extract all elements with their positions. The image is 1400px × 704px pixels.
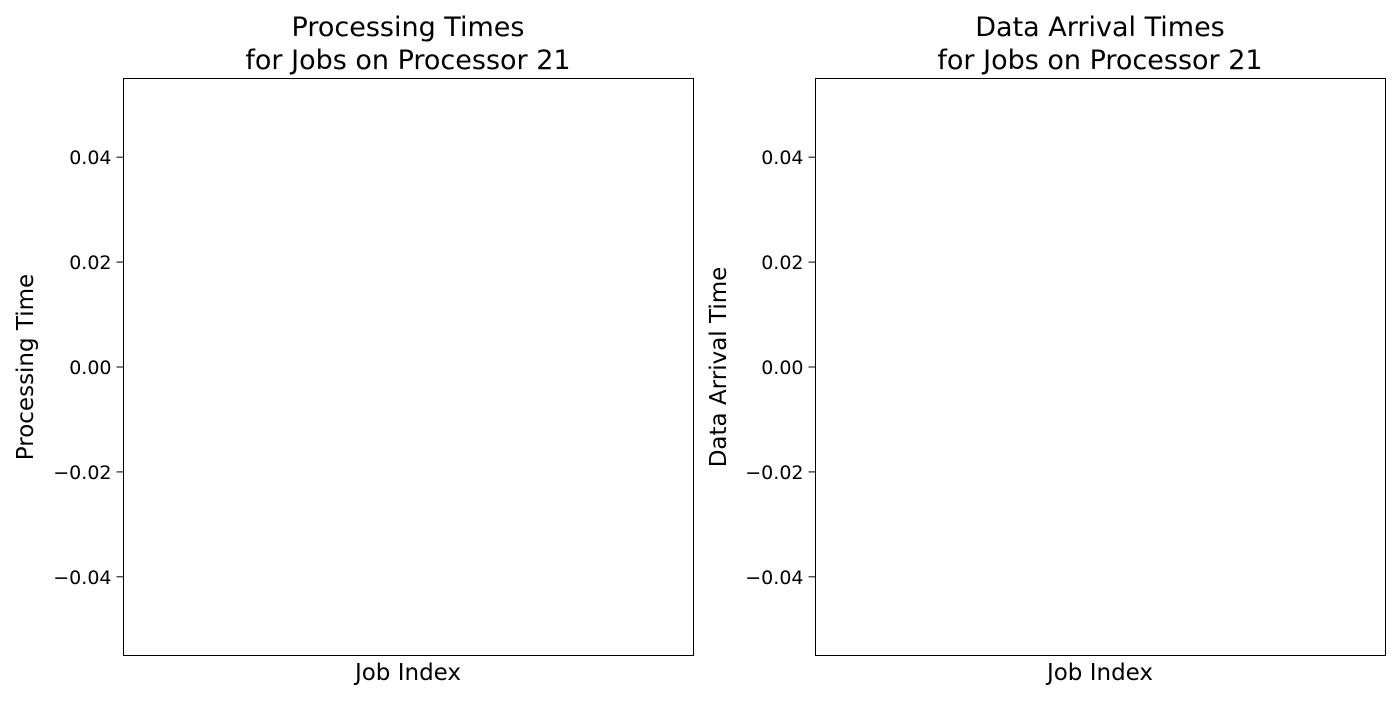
y-axis-label: Processing Time xyxy=(13,274,39,460)
chart-title-line-1: Processing Times xyxy=(292,12,525,43)
chart-title-line-2: for Jobs on Processor 21 xyxy=(937,45,1262,76)
x-axis-label: Job Index xyxy=(1045,660,1153,686)
y-tick-label: −0.04 xyxy=(53,567,111,589)
y-tick-label: 0.00 xyxy=(69,357,111,379)
y-tick-label: 0.00 xyxy=(761,357,803,379)
y-axis-ticks: 0.04 0.02 0.00 −0.02 −0.04 xyxy=(53,147,124,589)
y-tick-label: 0.04 xyxy=(761,147,803,169)
processing-times-chart: Processing Times for Jobs on Processor 2… xyxy=(13,12,694,686)
chart-title-line-2: for Jobs on Processor 21 xyxy=(245,45,570,76)
y-tick-label: 0.02 xyxy=(69,252,111,274)
plot-area xyxy=(815,78,1386,656)
y-axis-label: Data Arrival Time xyxy=(706,267,732,468)
x-axis-label: Job Index xyxy=(353,660,461,686)
y-axis-ticks: 0.04 0.02 0.00 −0.02 −0.04 xyxy=(745,147,816,589)
plot-area xyxy=(123,78,694,656)
y-tick-label: −0.02 xyxy=(745,462,803,484)
y-tick-label: 0.02 xyxy=(761,252,803,274)
y-tick-label: 0.04 xyxy=(69,147,111,169)
y-tick-label: −0.02 xyxy=(53,462,111,484)
data-arrival-times-chart: Data Arrival Times for Jobs on Processor… xyxy=(706,12,1386,686)
y-tick-label: −0.04 xyxy=(745,567,803,589)
chart-title-line-1: Data Arrival Times xyxy=(975,12,1225,43)
